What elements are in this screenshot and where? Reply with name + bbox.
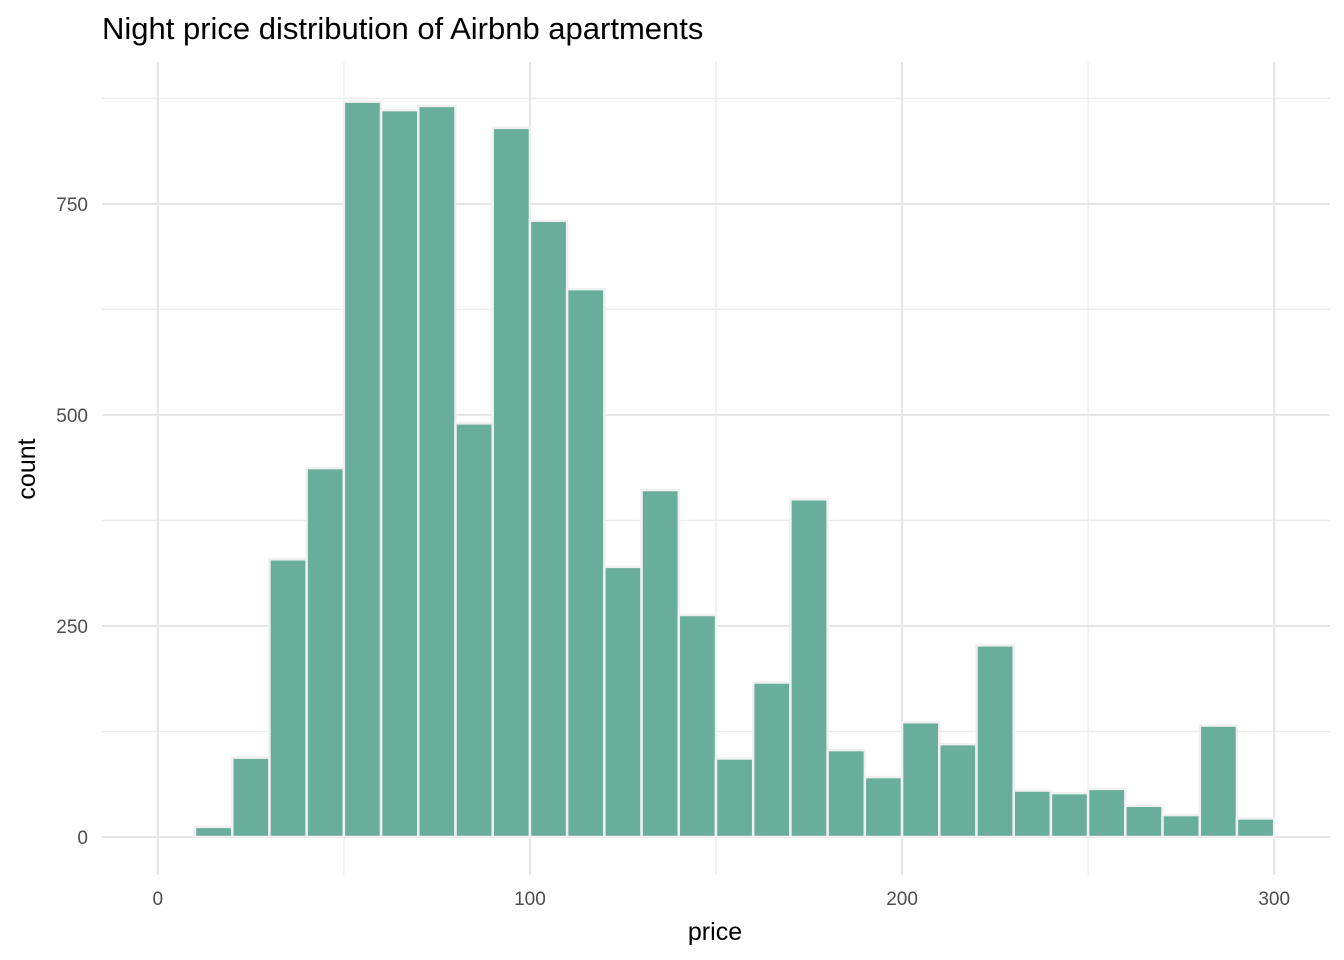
histogram-bar bbox=[379, 108, 420, 839]
x-tick-label: 100 bbox=[514, 889, 546, 910]
histogram-bar bbox=[975, 644, 1015, 839]
histogram-bar bbox=[1012, 789, 1053, 839]
histogram-bar bbox=[677, 613, 718, 839]
histogram-bar bbox=[491, 126, 532, 839]
histogram-bar bbox=[342, 100, 383, 839]
histogram-bar bbox=[528, 219, 569, 839]
histogram-bar bbox=[454, 422, 494, 839]
histogram-bar bbox=[230, 756, 271, 839]
histogram-bar bbox=[603, 565, 643, 839]
histogram-bar bbox=[863, 775, 904, 839]
histogram-bar bbox=[1161, 813, 1202, 839]
histogram-bar bbox=[193, 825, 234, 839]
histogram-bar bbox=[826, 748, 867, 839]
histogram-bar bbox=[789, 498, 829, 839]
histogram-bars bbox=[193, 100, 1276, 839]
x-tick-label: 300 bbox=[1258, 889, 1290, 910]
x-axis-title: price bbox=[688, 918, 742, 946]
histogram-bar bbox=[1235, 817, 1276, 839]
histogram-bar bbox=[417, 104, 457, 839]
histogram-bar bbox=[268, 558, 308, 839]
histogram-bar bbox=[1124, 804, 1164, 839]
x-axis-tick-labels: 0 100 200 300 bbox=[153, 889, 1291, 910]
y-axis-title: count bbox=[13, 438, 41, 499]
y-axis-tick-labels: 0 250 500 750 bbox=[56, 195, 88, 849]
histogram-bar bbox=[305, 466, 346, 839]
histogram-bar bbox=[1049, 791, 1090, 839]
y-tick-label: 750 bbox=[56, 195, 88, 216]
y-tick-label: 250 bbox=[56, 617, 88, 638]
histogram-bar bbox=[714, 757, 755, 839]
histogram-bar bbox=[640, 488, 681, 839]
y-tick-label: 0 bbox=[77, 828, 88, 849]
histogram-bar bbox=[565, 287, 606, 839]
x-tick-label: 0 bbox=[153, 889, 164, 910]
histogram-bar bbox=[938, 742, 978, 839]
histogram-bar bbox=[751, 681, 792, 839]
histogram-bar bbox=[1086, 787, 1127, 839]
histogram-bar bbox=[1198, 724, 1239, 839]
y-tick-label: 500 bbox=[56, 406, 88, 427]
histogram-bar bbox=[900, 720, 941, 839]
chart-title: Night price distribution of Airbnb apart… bbox=[102, 11, 703, 46]
x-tick-label: 200 bbox=[886, 889, 918, 910]
